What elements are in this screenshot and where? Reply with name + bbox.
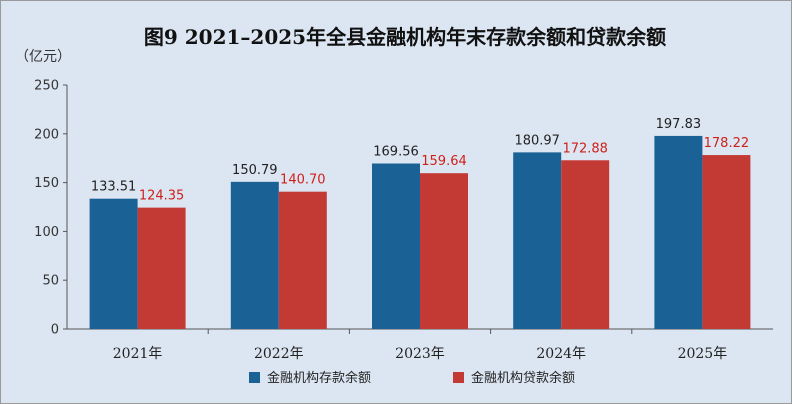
data-label-series-2: 178.22 [704,136,750,151]
bars [89,135,751,329]
bar-series-2 [702,155,751,329]
legend-swatch-series-2 [453,372,464,383]
data-label-series-2: 159.64 [421,154,467,169]
y-tick-label: 200 [34,127,59,142]
x-category-label: 2025年 [678,346,728,362]
bar-series-1 [89,198,138,329]
data-label-series-2: 172.88 [562,141,608,156]
data-label-series-1: 150.79 [232,163,278,178]
bar-series-2 [137,207,186,329]
y-axis-unit-label: （亿元） [15,49,71,65]
legend-label-series-2: 金融机构贷款余额 [471,370,575,386]
y-tick-label: 250 [34,79,59,94]
axes: 0 50 100 150 200 250 2021年 2022年 2023年 2024年 2025年 [34,79,773,362]
bar-series-2 [278,191,327,329]
bar-series-1 [654,135,703,329]
y-tick-label: 0 [51,323,59,338]
bar-series-1 [372,163,420,329]
data-label-series-2: 140.70 [280,173,326,188]
bar-series-1 [230,181,279,329]
y-tick-label: 100 [34,225,59,240]
bar-series-2 [420,173,468,329]
legend-label-series-1: 金融机构存款余额 [267,370,371,386]
data-label-series-1: 197.83 [656,117,702,132]
y-tick-label: 50 [42,274,59,289]
x-category-label: 2021年 [113,346,163,362]
legend: 金融机构存款余额 金融机构贷款余额 [249,370,575,386]
data-label-series-1: 180.97 [514,133,560,148]
x-category-label: 2023年 [395,346,445,362]
chart-title: 图9 2021–2025年全县金融机构年末存款余额和贷款余额 [144,25,666,49]
x-category-label: 2024年 [536,346,586,362]
data-label-series-2: 124.35 [139,189,185,204]
bar-series-1 [513,152,562,329]
bar-series-2 [561,160,610,329]
x-category-label: 2022年 [254,346,304,362]
legend-swatch-series-1 [249,372,260,383]
data-label-series-1: 133.51 [91,180,137,195]
y-tick-label: 150 [34,176,59,191]
data-label-series-1: 169.56 [373,145,419,160]
